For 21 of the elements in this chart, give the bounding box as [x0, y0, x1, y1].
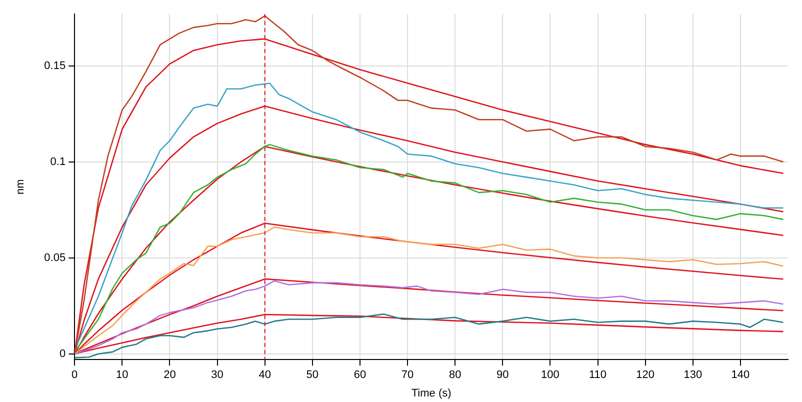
y-tick-label: 0.1 [50, 156, 66, 168]
x-tick-label: 40 [258, 369, 271, 382]
x-tick-label: 20 [164, 369, 176, 382]
x-tick-label: 10 [116, 369, 128, 382]
x-tick-label: 50 [306, 369, 319, 382]
x-tick-label: 110 [588, 369, 607, 382]
x-tick-label: 100 [541, 369, 560, 382]
x-tick-label: 0 [72, 369, 78, 382]
x-tick-label: 30 [211, 369, 224, 382]
x-tick-label: 80 [448, 369, 462, 382]
y-tick-label: 0 [59, 348, 66, 360]
x-tick-label: 70 [401, 369, 414, 382]
y-axis-title: nm [14, 179, 27, 194]
x-tick-label: 90 [496, 369, 509, 382]
x-tick-label: 60 [354, 369, 366, 382]
x-axis-title: Time (s) [411, 387, 452, 400]
x-tick-label: 140 [731, 369, 750, 382]
x-tick-label: 120 [636, 369, 654, 382]
y-tick-label: 0.05 [44, 252, 66, 264]
y-tick-label: 0.15 [44, 60, 66, 72]
x-tick-label: 130 [684, 369, 702, 382]
